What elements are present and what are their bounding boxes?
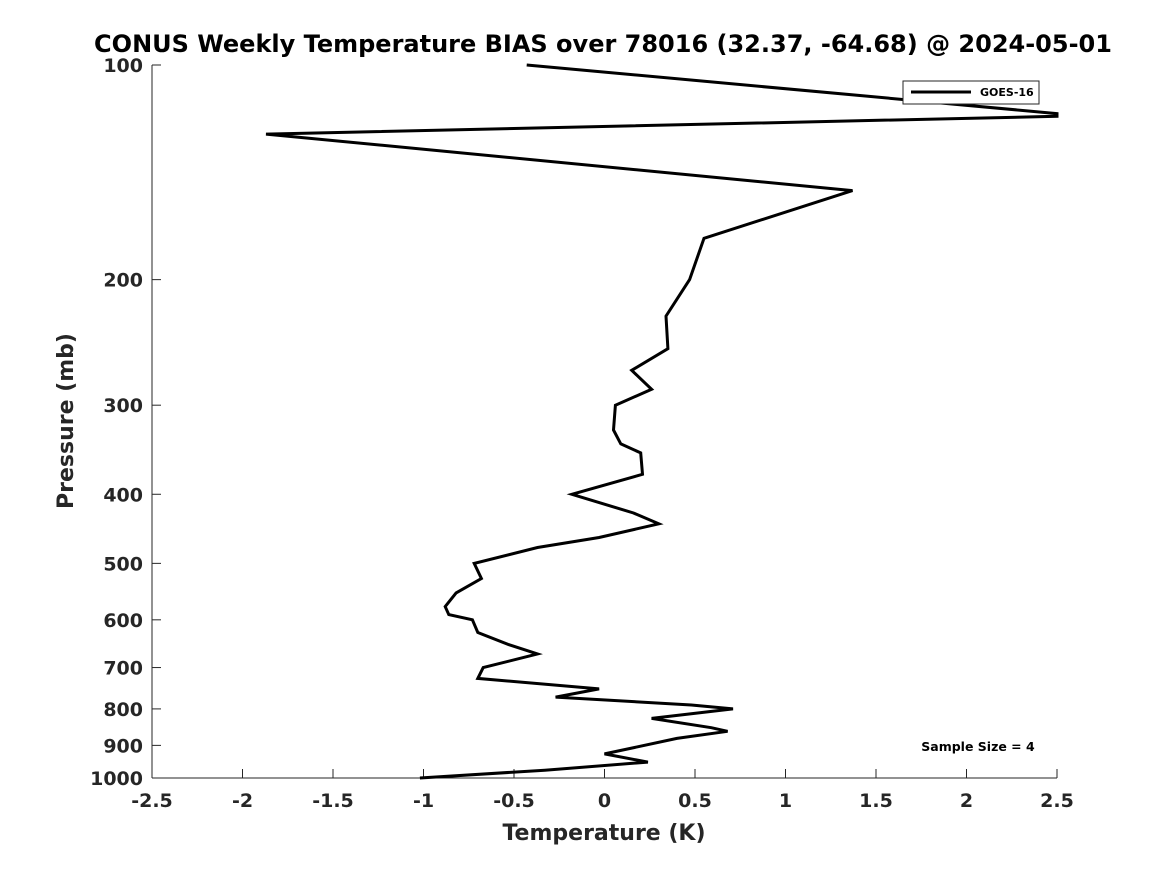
x-tick-label: -2	[232, 790, 253, 812]
series-line-goes-16	[265, 63, 1059, 780]
chart-title: CONUS Weekly Temperature BIAS over 78016…	[94, 30, 1112, 58]
y-tick-label: 200	[103, 270, 143, 292]
y-tick-label: 800	[103, 699, 143, 721]
y-axis-label: Pressure (mb)	[54, 333, 79, 509]
y-ticks: 100 200 300 400 500 600 700 800 900 1000	[90, 55, 161, 790]
y-tick-label: 600	[103, 610, 143, 632]
x-tick-label: -2.5	[131, 790, 173, 812]
x-tick-label: 0.5	[678, 790, 712, 812]
y-tick-label: 300	[103, 395, 143, 417]
x-axis-label: Temperature (K)	[502, 821, 705, 846]
x-tick-label: -0.5	[493, 790, 535, 812]
x-tick-label: 0	[598, 790, 611, 812]
x-ticks: -2.5 -2 -1.5 -1 -0.5 0 0.5 1 1.5 2 2.5	[131, 769, 1074, 812]
y-tick-label: 900	[103, 735, 143, 757]
x-tick-label: -1	[413, 790, 434, 812]
sample-size-annotation: Sample Size = 4	[921, 739, 1035, 754]
y-tick-label: 700	[103, 658, 143, 680]
y-tick-label: 100	[103, 55, 143, 77]
x-tick-label: 2	[960, 790, 973, 812]
x-tick-label: 1.5	[859, 790, 893, 812]
x-tick-label: 1	[779, 790, 792, 812]
legend-label: GOES-16	[980, 86, 1034, 99]
x-tick-label: 2.5	[1040, 790, 1074, 812]
y-tick-label: 400	[103, 484, 143, 506]
series-lines	[265, 63, 1059, 780]
legend: GOES-16	[902, 80, 1040, 105]
y-tick-label: 500	[103, 553, 143, 575]
x-tick-label: -1.5	[312, 790, 354, 812]
plot-area: -2.5 -2 -1.5 -1 -0.5 0 0.5 1 1.5 2 2.5 100 200 300 40…	[90, 55, 1074, 812]
y-tick-label: 1000	[90, 768, 143, 790]
